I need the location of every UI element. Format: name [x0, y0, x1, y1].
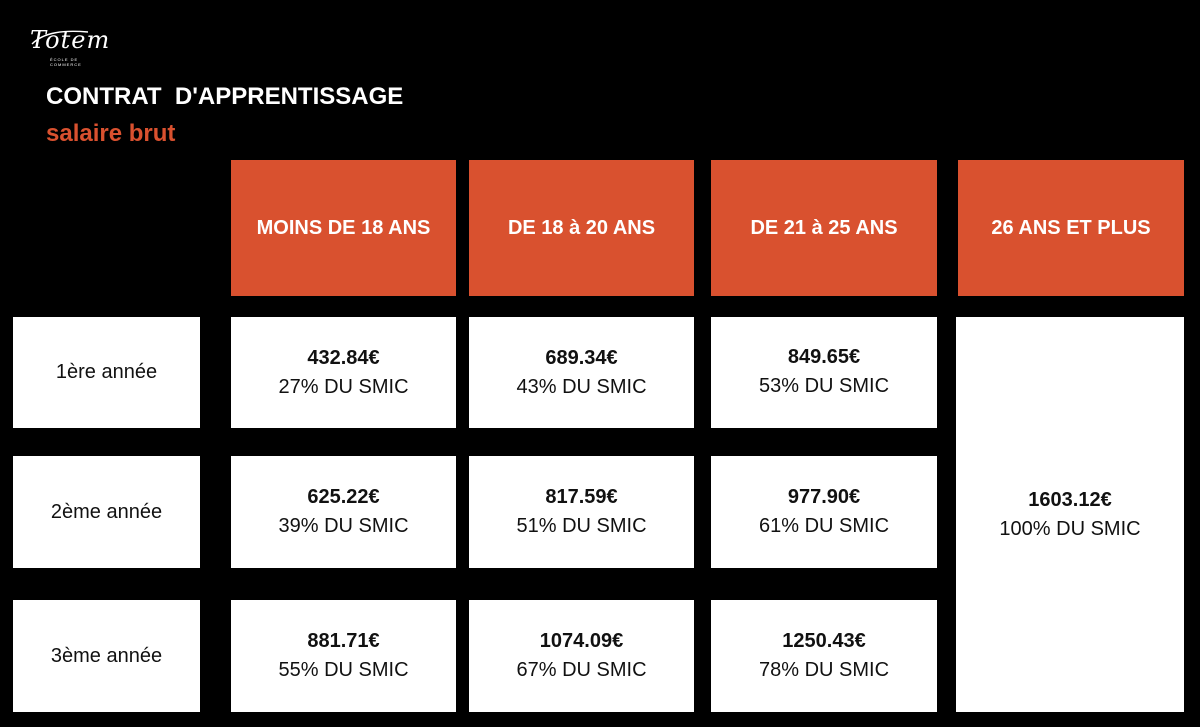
salary-cell-y2-under-18: 625.22€ 39% DU SMIC — [231, 456, 456, 568]
smic-percentage: 53% DU SMIC — [758, 375, 890, 397]
page-subtitle: salaire brut — [46, 120, 176, 147]
column-header-26-plus: 26 ANS ET PLUS — [958, 160, 1184, 296]
salary-cell-y1-under-18: 432.84€ 27% DU SMIC — [231, 317, 456, 428]
smic-percentage: 51% DU SMIC — [516, 515, 647, 537]
logo-tagline: ÉCOLE DE COMMERCE — [50, 57, 82, 67]
column-header-under-18: MOINS DE 18 ANS — [231, 160, 456, 296]
salary-amount: 849.65€ — [787, 346, 861, 368]
salary-cell-y3-under-18: 881.71€ 55% DU SMIC — [231, 600, 456, 712]
salary-amount: 1603.12€ — [1028, 488, 1112, 511]
salary-cell-y2-18-20: 817.59€ 51% DU SMIC — [469, 456, 694, 568]
logo-swoosh-icon — [31, 30, 89, 45]
row-label-year-2: 2ème année — [13, 456, 200, 568]
salary-amount: 881.71€ — [307, 630, 380, 652]
smic-percentage: 55% DU SMIC — [278, 659, 409, 681]
salary-cell-26-plus-all-years: 1603.12€ 100% DU SMIC — [956, 317, 1184, 712]
smic-percentage: 67% DU SMIC — [516, 659, 647, 681]
row-label-year-1: 1ère année — [13, 317, 200, 428]
salary-amount: 689.34€ — [545, 346, 618, 369]
salary-amount: 1250.43€ — [782, 630, 866, 652]
smic-percentage: 39% DU SMIC — [278, 515, 409, 537]
smic-percentage: 61% DU SMIC — [758, 515, 890, 537]
smic-percentage: 27% DU SMIC — [278, 375, 409, 398]
page-title: CONTRAT D'APPRENTISSAGE — [46, 83, 404, 110]
column-header-18-20: DE 18 à 20 ANS — [469, 160, 694, 296]
smic-percentage: 43% DU SMIC — [516, 375, 647, 398]
smic-percentage: 78% DU SMIC — [758, 659, 890, 681]
salary-amount: 817.59€ — [545, 486, 618, 508]
column-header-21-25: DE 21 à 25 ANS — [711, 160, 937, 296]
salary-amount: 977.90€ — [787, 486, 861, 508]
salary-cell-y2-21-25: 977.90€ 61% DU SMIC — [711, 456, 937, 568]
totem-logo: Totem ÉCOLE DE COMMERCE — [30, 22, 111, 67]
salary-amount: 625.22€ — [307, 486, 380, 508]
salary-cell-y1-21-25: 849.65€ 53% DU SMIC — [711, 317, 937, 428]
smic-percentage: 100% DU SMIC — [999, 517, 1141, 540]
logo-wordmark: Totem — [30, 26, 111, 54]
salary-cell-y3-21-25: 1250.43€ 78% DU SMIC — [711, 600, 937, 712]
row-label-year-3: 3ème année — [13, 600, 200, 712]
salary-cell-y3-18-20: 1074.09€ 67% DU SMIC — [469, 600, 694, 712]
salary-amount: 1074.09€ — [539, 630, 624, 652]
salary-amount: 432.84€ — [307, 346, 380, 369]
salary-cell-y1-18-20: 689.34€ 43% DU SMIC — [469, 317, 694, 428]
